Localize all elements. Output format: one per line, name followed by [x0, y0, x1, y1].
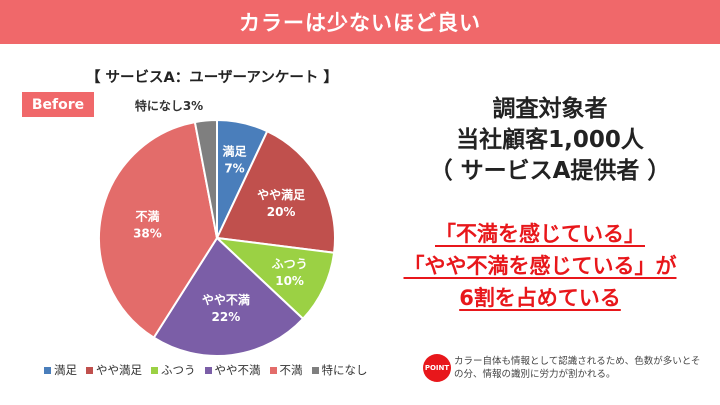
- legend-label: 不満: [279, 363, 303, 377]
- highlight-line: 6割を占めている: [459, 286, 621, 310]
- legend-item: ふつう: [151, 362, 196, 378]
- pie-label-1: やや満足 20%: [257, 187, 305, 219]
- survey-info: 調査対象者 当社顧客1,000人 （ サービスA提供者 ）: [400, 94, 700, 187]
- title-banner: カラーは少ないほど良い: [0, 0, 720, 44]
- pie-label-4: 不満 38%: [133, 209, 162, 241]
- legend-swatch: [86, 366, 93, 374]
- pie-label-3: やや不満 22%: [202, 292, 250, 324]
- legend-swatch: [151, 366, 158, 374]
- highlight-message: 「不満を感じている」 「やや不満を感じている」が 6割を占めている: [380, 218, 700, 314]
- banner-title: カラーは少ないほど良い: [239, 11, 481, 35]
- legend-item: 特になし: [311, 362, 368, 378]
- legend-label: ふつう: [161, 363, 196, 377]
- pie-label-0: 満足 7%: [222, 144, 246, 176]
- legend-item: 満足: [44, 362, 77, 378]
- legend-swatch: [44, 366, 51, 374]
- pie-label-2: ふつう 10%: [272, 257, 308, 288]
- legend-swatch: [204, 366, 212, 374]
- survey-title: 【 サービスA：ユーザーアンケート 】: [86, 70, 338, 86]
- legend-label: 満足: [54, 363, 77, 377]
- point-badge: POINT: [423, 354, 451, 382]
- before-badge: Before: [22, 92, 94, 117]
- pie-slice-3: [152, 236, 305, 357]
- legend-swatch: [269, 366, 277, 374]
- pie-slice-2: [214, 236, 336, 321]
- info-line: （ サービスA提供者 ）: [429, 158, 671, 184]
- legend-label: やや不満: [214, 363, 261, 377]
- legend-item: やや不満: [204, 362, 261, 378]
- info-line: 当社顧客1,000人: [456, 127, 644, 153]
- pie-slice-5: [193, 118, 218, 239]
- pie-slice-4: [98, 120, 219, 340]
- legend-label: 特になし: [321, 363, 368, 377]
- pie-label-5: 特になし3%: [135, 98, 203, 113]
- info-line: 調査対象者: [492, 96, 608, 122]
- highlight-line: 「やや不満を感じている」が: [403, 254, 677, 278]
- point-note: カラー自体も情報として認識されるため、色数が多いとその分、情報の識別に労力が割か…: [454, 356, 701, 380]
- highlight-line: 「不満を感じている」: [435, 222, 645, 246]
- legend-swatch: [311, 366, 319, 374]
- pie-slice-1: [215, 129, 336, 254]
- legend-item: やや満足: [86, 362, 142, 378]
- chart-legend: 満足 やや満足 ふつう やや不満 不満 特になし: [44, 362, 368, 378]
- legend-label: やや満足: [96, 363, 142, 377]
- legend-item: 不満: [269, 362, 303, 378]
